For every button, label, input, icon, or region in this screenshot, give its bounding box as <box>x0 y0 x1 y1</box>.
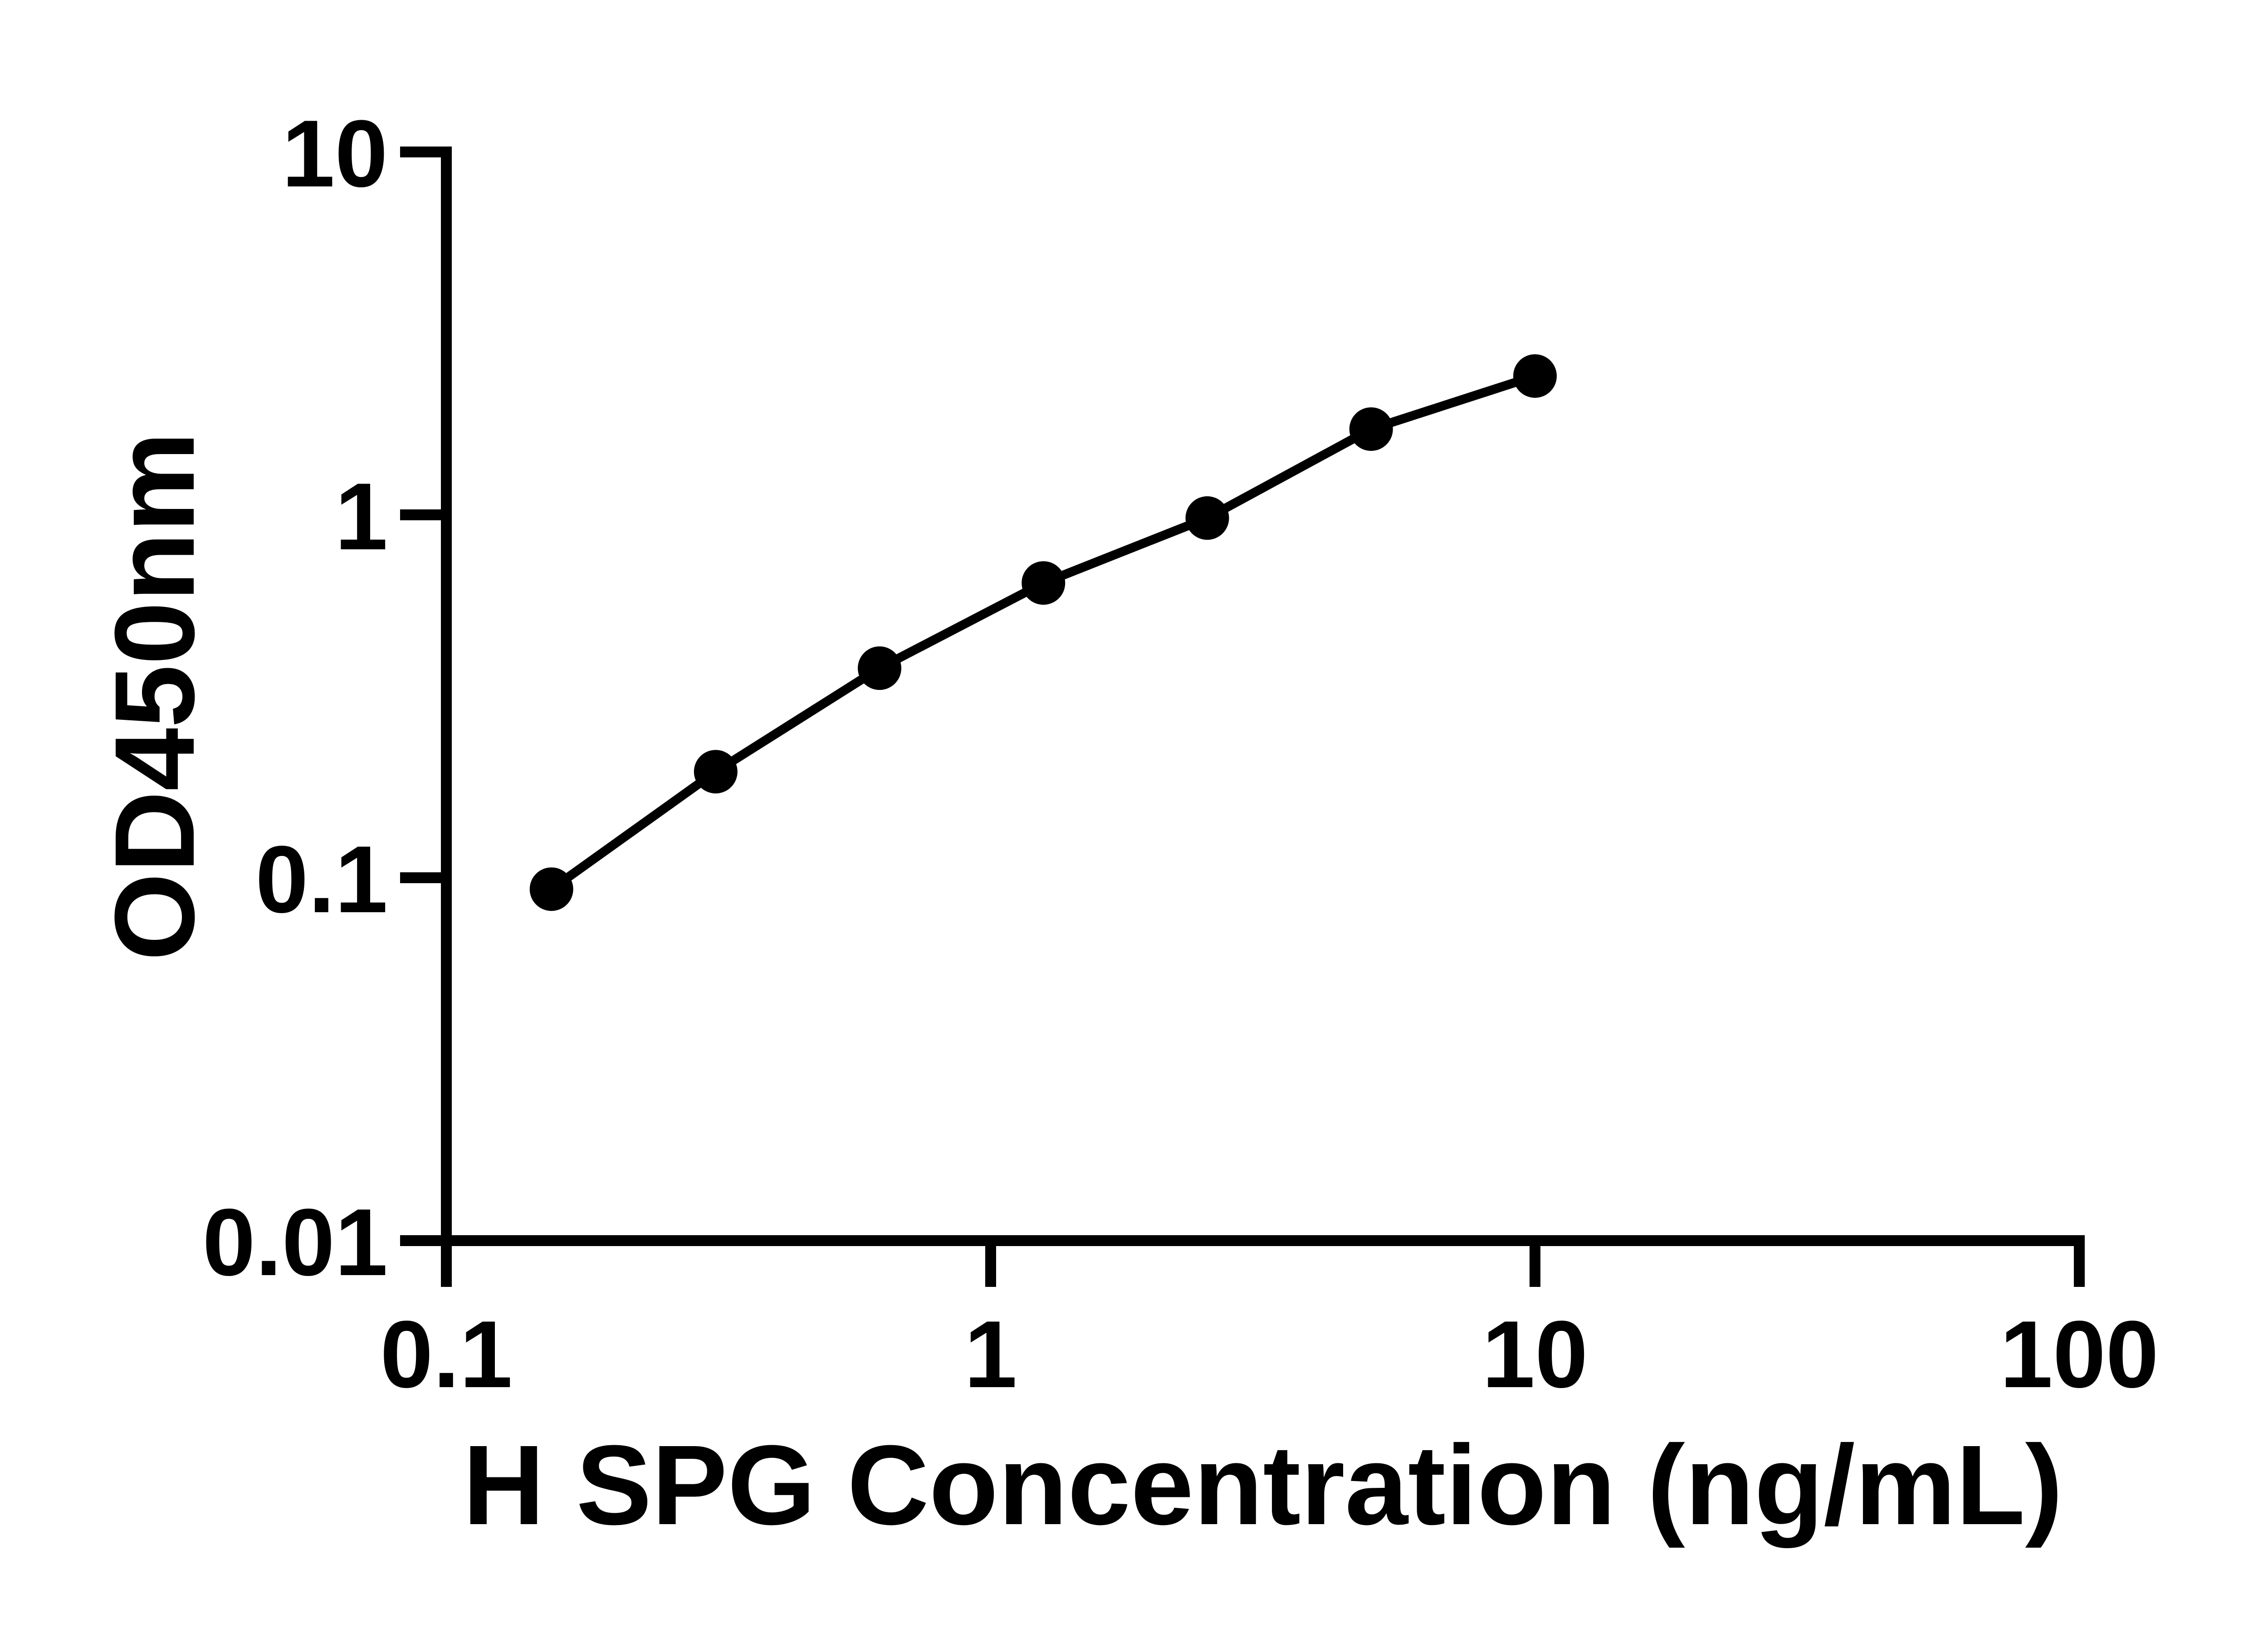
y-tick-label-1: 1 <box>335 463 388 570</box>
y-tick-label-10: 10 <box>282 100 388 207</box>
y-axis-title: OD450nm <box>91 431 218 961</box>
x-axis-title: H SPG Concentration (ng/mL) <box>463 1422 2063 1548</box>
data-point-1 <box>694 750 738 794</box>
data-point-4 <box>1185 496 1229 540</box>
curve-line <box>548 372 1537 893</box>
x-tick-label-1: 1 <box>964 1301 1017 1408</box>
data-point-3 <box>1022 561 1066 605</box>
data-point-6 <box>1513 354 1557 398</box>
y-axis-ticks <box>400 147 446 1246</box>
x-tick-label-10: 10 <box>1482 1301 1588 1408</box>
data-points <box>529 354 1557 911</box>
data-point-2 <box>858 646 902 690</box>
y-tick-label-0-1: 0.1 <box>255 826 388 933</box>
y-tick-label-0-01: 0.01 <box>202 1189 388 1296</box>
data-point-0 <box>529 867 573 911</box>
x-axis-ticks <box>441 1241 2085 1287</box>
x-tick-label-0-1: 0.1 <box>380 1301 513 1408</box>
x-tick-label-100: 100 <box>2000 1301 2159 1408</box>
data-point-5 <box>1349 407 1393 451</box>
